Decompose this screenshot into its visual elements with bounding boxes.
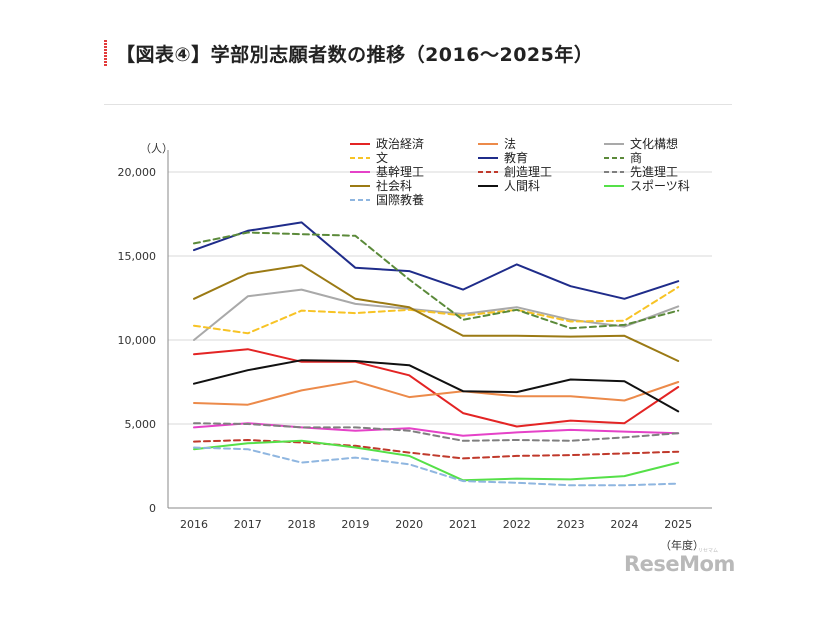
y-tick-label: 15,000 <box>118 250 157 263</box>
resemom-logo: ReseMom <box>624 552 735 576</box>
y-tick-label: 0 <box>149 502 156 515</box>
series-line <box>193 288 680 341</box>
x-tick-label: 2017 <box>234 518 262 531</box>
legend-label: 法 <box>504 137 516 151</box>
title-accent-bar <box>104 40 107 66</box>
series-line <box>193 348 680 428</box>
title-bar: 【図表④】学部別志願者数の推移（2016〜2025年） <box>96 36 736 72</box>
legend-label: スポーツ科 <box>630 179 690 193</box>
title-divider <box>104 104 732 105</box>
series-line <box>193 264 680 362</box>
legend-label: 教育 <box>504 150 528 165</box>
legend-label: 人間科 <box>504 179 540 193</box>
y-axis-label: （人） <box>140 142 173 155</box>
x-tick-label: 2018 <box>288 518 316 531</box>
x-tick-label: 2024 <box>610 518 638 531</box>
series-line <box>193 446 680 487</box>
x-tick-label: 2020 <box>395 518 423 531</box>
series-line <box>193 380 680 406</box>
series-line <box>193 221 680 300</box>
legend-label: 政治経済 <box>376 136 424 151</box>
legend-label: 商 <box>630 150 642 165</box>
series-line <box>193 359 680 413</box>
x-tick-label: 2022 <box>503 518 531 531</box>
legend-label: 文 <box>376 150 388 165</box>
page-title: 【図表④】学部別志願者数の推移（2016〜2025年） <box>116 44 594 66</box>
x-tick-label: 2019 <box>341 518 369 531</box>
legend-label: 先進理工 <box>630 165 678 179</box>
series-line <box>193 286 680 335</box>
x-tick-label: 2025 <box>664 518 692 531</box>
series-line <box>193 231 680 330</box>
x-tick-label: 2016 <box>180 518 208 531</box>
series-line <box>193 422 680 442</box>
resemom-logo-ruby: リセマム <box>698 548 719 554</box>
series-line <box>193 439 680 482</box>
legend-label: 国際教養 <box>376 192 424 207</box>
legend-label: 文化構想 <box>630 136 678 151</box>
y-tick-label: 10,000 <box>118 334 157 347</box>
x-axis-label: （年度） <box>660 538 704 552</box>
legend-label: 基幹理工 <box>376 164 424 179</box>
x-tick-label: 2023 <box>557 518 585 531</box>
y-tick-label: 20,000 <box>118 166 157 179</box>
legend-label: 創造理工 <box>504 165 552 179</box>
legend-label: 社会科 <box>376 178 412 193</box>
x-tick-label: 2021 <box>449 518 477 531</box>
y-tick-label: 5,000 <box>125 418 157 431</box>
